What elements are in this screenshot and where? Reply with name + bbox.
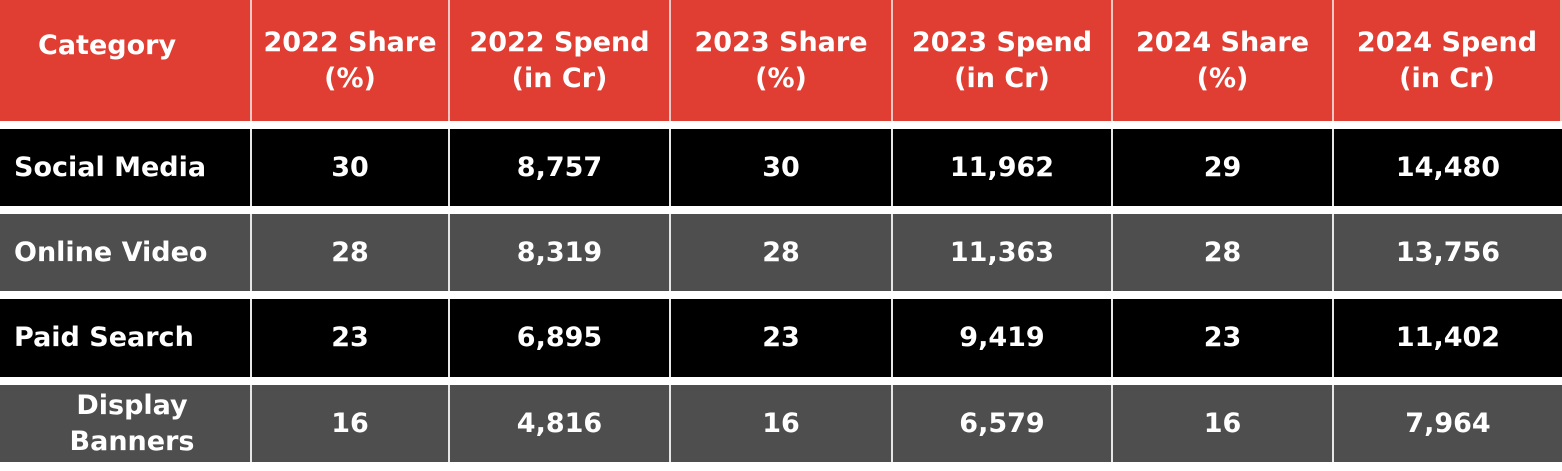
header-row: Category 2022 Share (%) 2022 Spend (in C… (0, 0, 1562, 121)
spend-2023-cell: 6,579 (893, 385, 1113, 462)
spend-2024-cell: 14,480 (1334, 129, 1562, 206)
table-row: Social Media 30 8,757 30 11,962 29 14,48… (0, 129, 1562, 206)
share-2022-cell: 30 (252, 129, 450, 206)
share-2022-cell: 28 (252, 214, 450, 291)
category-cell: Online Video (0, 214, 252, 291)
share-2024-cell: 23 (1113, 299, 1334, 377)
spend-2022-cell: 4,816 (450, 385, 671, 462)
spend-2023-cell: 9,419 (893, 299, 1113, 377)
spend-2023-cell: 11,363 (893, 214, 1113, 291)
share-2022-cell: 16 (252, 385, 450, 462)
spend-2024-cell: 13,756 (1334, 214, 1562, 291)
spend-2022-cell: 6,895 (450, 299, 671, 377)
spend-2024-cell: 7,964 (1334, 385, 1562, 462)
category-cell: Social Media (0, 129, 252, 206)
share-2023-cell: 16 (671, 385, 893, 462)
header-2022-share: 2022 Share (%) (252, 0, 450, 121)
header-2024-share: 2024 Share (%) (1113, 0, 1334, 121)
header-2024-spend: 2024 Spend (in Cr) (1334, 0, 1562, 121)
spend-2022-cell: 8,757 (450, 129, 671, 206)
share-2022-cell: 23 (252, 299, 450, 377)
table-row: Online Video 28 8,319 28 11,363 28 13,75… (0, 214, 1562, 291)
share-2024-cell: 29 (1113, 129, 1334, 206)
share-2024-cell: 16 (1113, 385, 1334, 462)
spend-2022-cell: 8,319 (450, 214, 671, 291)
header-2023-share: 2023 Share (%) (671, 0, 893, 121)
header-2022-spend: 2022 Spend (in Cr) (450, 0, 671, 121)
table-row: Paid Search 23 6,895 23 9,419 23 11,402 (0, 299, 1562, 377)
share-2023-cell: 28 (671, 214, 893, 291)
table-row: Display Banners 16 4,816 16 6,579 16 7,9… (0, 385, 1562, 462)
share-2024-cell: 28 (1113, 214, 1334, 291)
share-2023-cell: 30 (671, 129, 893, 206)
category-cell: Display Banners (0, 385, 252, 462)
spend-2023-cell: 11,962 (893, 129, 1113, 206)
spend-2024-cell: 11,402 (1334, 299, 1562, 377)
header-category: Category (0, 0, 252, 121)
header-2023-spend: 2023 Spend (in Cr) (893, 0, 1113, 121)
share-2023-cell: 23 (671, 299, 893, 377)
category-cell: Paid Search (0, 299, 252, 377)
